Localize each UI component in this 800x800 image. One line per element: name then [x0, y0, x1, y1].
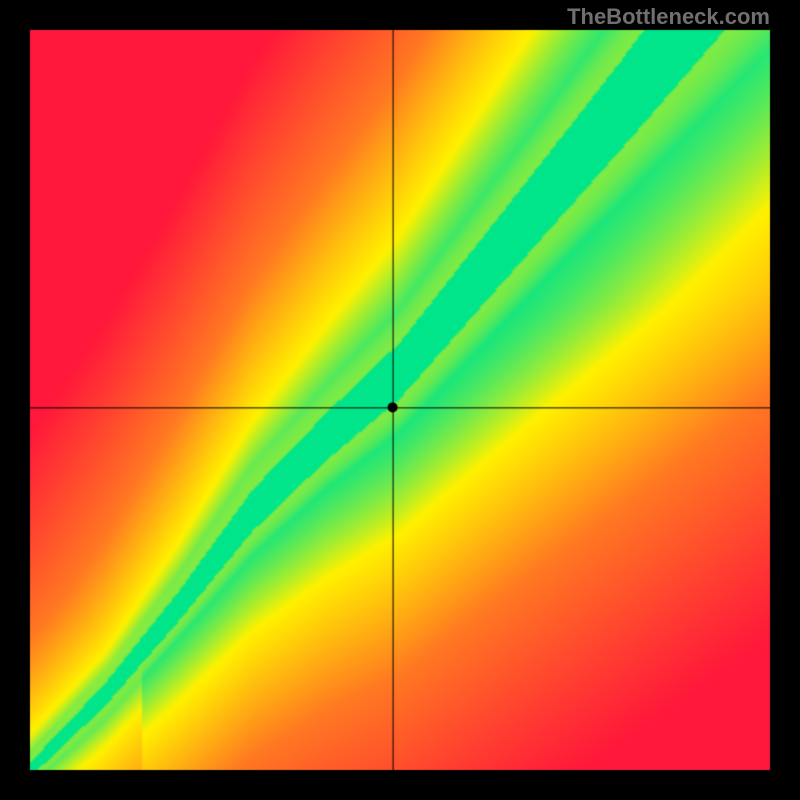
bottleneck-heatmap	[0, 0, 800, 800]
watermark-text: TheBottleneck.com	[567, 4, 770, 30]
chart-container: TheBottleneck.com	[0, 0, 800, 800]
